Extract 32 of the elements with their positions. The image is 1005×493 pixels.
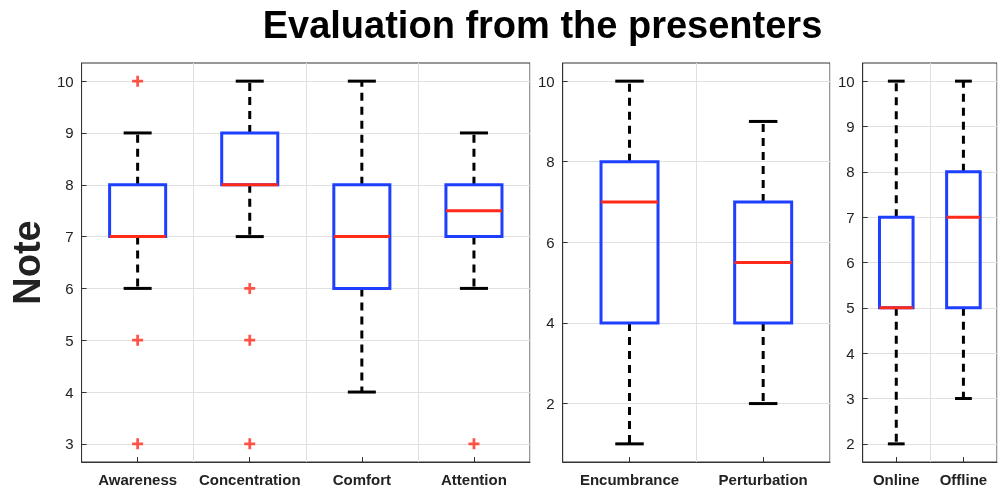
y-tick-label: 10 [56,72,74,90]
y-tick-label: 8 [65,176,74,194]
y-tick-label: 10 [838,72,855,90]
y-tick-label: 2 [846,435,855,453]
x-tick-label: Concentration [198,471,301,488]
y-tick-label: 5 [846,299,855,317]
x-tick-label: Comfort [332,471,392,488]
y-tick-label: 8 [846,163,855,181]
y-tick-label: 8 [546,153,555,171]
y-tick-label: 3 [65,435,74,453]
x-tick-label: Perturbation [718,471,808,488]
y-tick-label: 5 [65,331,74,349]
y-tick-label: 4 [846,344,855,362]
y-tick-label: 6 [546,233,555,251]
y-tick-label: 7 [846,208,855,226]
y-axis-title: Note [6,220,48,305]
y-tick-label: 3 [846,390,855,408]
chart-title: Evaluation from the presenters [261,4,824,47]
y-tick-label: 6 [65,279,74,297]
x-tick-label: Attention [441,471,507,488]
y-tick-label: 2 [546,395,555,413]
y-tick-label: 10 [538,72,555,90]
y-tick-label: 7 [65,228,74,246]
y-tick-label: 4 [65,383,74,401]
y-tick-label: 9 [65,124,74,142]
x-tick-label: Offline [939,471,988,488]
x-tick-label: Awareness [98,471,178,488]
x-tick-label: Encumbrance [579,471,680,488]
y-tick-label: 6 [846,254,855,271]
y-tick-label: 9 [846,117,855,135]
x-tick-label: Online [872,471,920,488]
y-tick-label: 4 [546,314,555,332]
